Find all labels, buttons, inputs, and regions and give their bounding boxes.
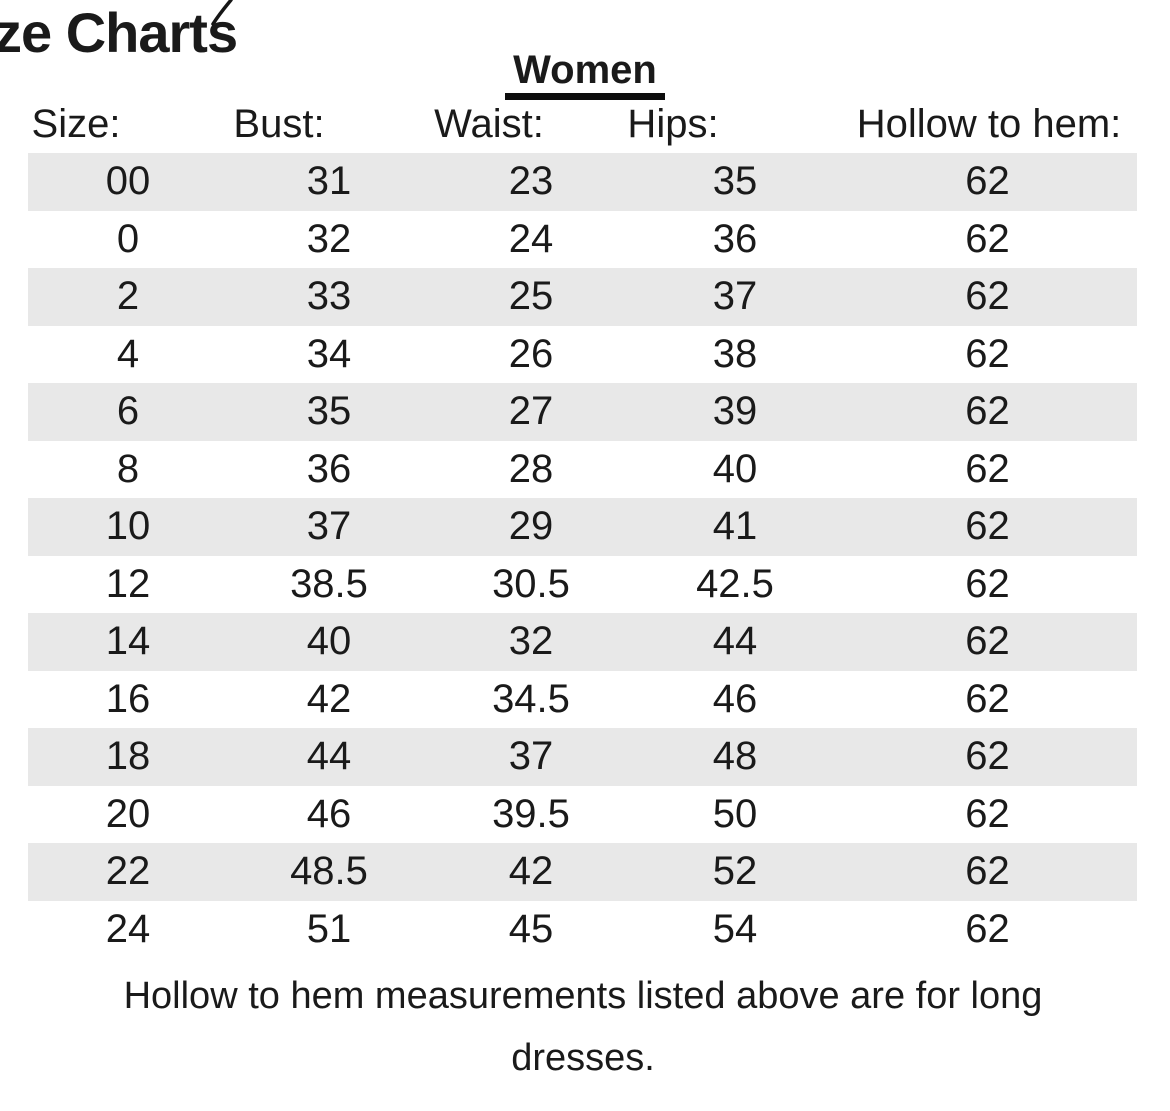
table-row-size-22: 22 48.5 42 52 62 bbox=[28, 843, 1137, 901]
table-cell-hips: 41 bbox=[712, 504, 758, 548]
table-cell-hips: 50 bbox=[712, 791, 758, 836]
table-cell-hips: 36 bbox=[712, 216, 758, 261]
table-row-size-2: 2 33 25 37 62 bbox=[28, 268, 1137, 326]
table-cell-hollow-to-hem: 62 bbox=[965, 676, 1010, 721]
table-cell-bust: 34 bbox=[306, 331, 352, 376]
table-cell-size: 14 bbox=[105, 619, 151, 663]
table-row-size-00: 00 31 23 35 62 bbox=[28, 153, 1137, 211]
table-cell-hollow-to-hem: 62 bbox=[965, 389, 1010, 433]
table-row-size-10: 10 37 29 41 62 bbox=[28, 498, 1137, 556]
table-cell-hollow-to-hem: 62 bbox=[965, 331, 1010, 376]
footer-note-line2: dresses. bbox=[511, 1037, 655, 1079]
table-cell-hollow-to-hem: 62 bbox=[965, 274, 1010, 318]
table-cell-waist: 45 bbox=[508, 906, 554, 951]
table-cell-waist: 23 bbox=[508, 159, 554, 203]
table-cell-hips: 46 bbox=[712, 676, 758, 721]
table-cell-size: 0 bbox=[116, 216, 140, 261]
table-cell-bust: 33 bbox=[306, 274, 352, 318]
table-cell-hips: 52 bbox=[712, 849, 758, 893]
table-cell-hollow-to-hem: 62 bbox=[965, 446, 1010, 491]
table-cell-bust: 37 bbox=[306, 504, 352, 548]
table-cell-waist: 37 bbox=[508, 734, 554, 778]
column-header-hips: Hips: bbox=[627, 102, 719, 146]
table-row-size-6: 6 35 27 39 62 bbox=[28, 383, 1137, 441]
section-heading-wrap: Women bbox=[0, 50, 1170, 100]
table-cell-hips: 42.5 bbox=[696, 561, 774, 606]
table-cell-waist: 42 bbox=[508, 849, 554, 893]
table-cell-hips: 48 bbox=[712, 734, 758, 778]
table-cell-waist: 28 bbox=[508, 446, 554, 491]
women-size-table: 00 31 23 35 62 0 32 24 36 62 2 33 25 37 62 4 34 26 38 62 6 35… bbox=[28, 153, 1137, 958]
table-cell-hollow-to-hem: 62 bbox=[965, 791, 1010, 836]
table-cell-size: 8 bbox=[116, 446, 140, 491]
table-row-size-20: 20 46 39.5 50 62 bbox=[28, 786, 1137, 844]
table-row-size-8: 8 36 28 40 62 bbox=[28, 441, 1137, 499]
table-cell-hips: 35 bbox=[712, 159, 758, 203]
table-cell-hips: 39 bbox=[712, 389, 758, 433]
table-cell-bust: 35 bbox=[306, 389, 352, 433]
table-cell-size: 6 bbox=[116, 389, 140, 433]
table-cell-hollow-to-hem: 62 bbox=[965, 906, 1010, 951]
column-header-bust: Bust: bbox=[233, 102, 325, 146]
table-cell-hollow-to-hem: 62 bbox=[965, 504, 1010, 548]
table-cell-hollow-to-hem: 62 bbox=[965, 216, 1010, 261]
column-header-size: Size: bbox=[31, 102, 121, 146]
table-cell-waist: 29 bbox=[508, 504, 554, 548]
table-cell-size: 20 bbox=[105, 791, 151, 836]
table-row-size-12: 12 38.5 30.5 42.5 62 bbox=[28, 556, 1137, 614]
table-cell-hips: 38 bbox=[712, 331, 758, 376]
table-cell-waist: 34.5 bbox=[492, 676, 570, 721]
table-row-size-24: 24 51 45 54 62 bbox=[28, 901, 1137, 959]
column-header-waist: Waist: bbox=[434, 102, 544, 146]
page-title: ze Charts bbox=[0, 1, 238, 64]
table-cell-bust: 51 bbox=[306, 906, 352, 951]
table-cell-bust: 48.5 bbox=[290, 849, 368, 893]
column-header-hollow-to-hem: Hollow to hem: bbox=[856, 102, 1122, 146]
table-cell-size: 00 bbox=[105, 159, 151, 203]
table-cell-hollow-to-hem: 62 bbox=[965, 619, 1010, 663]
table-cell-hollow-to-hem: 62 bbox=[965, 561, 1010, 606]
section-heading-women: Women bbox=[505, 50, 665, 100]
table-cell-hollow-to-hem: 62 bbox=[965, 734, 1010, 778]
table-cell-size: 4 bbox=[116, 331, 140, 376]
table-cell-waist: 24 bbox=[508, 216, 554, 261]
table-cell-bust: 40 bbox=[306, 619, 352, 663]
table-cell-waist: 30.5 bbox=[492, 561, 570, 606]
table-cell-bust: 38.5 bbox=[290, 561, 368, 606]
table-cell-hips: 44 bbox=[712, 619, 758, 663]
table-cell-bust: 46 bbox=[306, 791, 352, 836]
table-cell-size: 24 bbox=[105, 906, 151, 951]
table-cell-size: 16 bbox=[105, 676, 151, 721]
table-cell-bust: 44 bbox=[306, 734, 352, 778]
table-cell-waist: 26 bbox=[508, 331, 554, 376]
table-row-size-16: 16 42 34.5 46 62 bbox=[28, 671, 1137, 729]
table-cell-waist: 25 bbox=[508, 274, 554, 318]
table-cell-bust: 42 bbox=[306, 676, 352, 721]
table-cell-hollow-to-hem: 62 bbox=[965, 849, 1010, 893]
table-cell-waist: 32 bbox=[508, 619, 554, 663]
table-cell-size: 18 bbox=[105, 734, 151, 778]
table-cell-waist: 27 bbox=[508, 389, 554, 433]
table-cell-size: 12 bbox=[105, 561, 151, 606]
table-row-size-4: 4 34 26 38 62 bbox=[28, 326, 1137, 384]
table-row-size-14: 14 40 32 44 62 bbox=[28, 613, 1137, 671]
pen-stroke-mark bbox=[211, 0, 233, 26]
table-cell-size: 10 bbox=[105, 504, 151, 548]
footer-note-line1: Hollow to hem measurements listed above … bbox=[123, 975, 1043, 1017]
table-cell-hips: 37 bbox=[712, 274, 758, 318]
table-cell-size: 2 bbox=[116, 274, 140, 318]
table-cell-bust: 36 bbox=[306, 446, 352, 491]
table-cell-bust: 31 bbox=[306, 159, 352, 203]
table-cell-hollow-to-hem: 62 bbox=[965, 159, 1010, 203]
table-row-size-0: 0 32 24 36 62 bbox=[28, 211, 1137, 269]
table-row-size-18: 18 44 37 48 62 bbox=[28, 728, 1137, 786]
table-cell-size: 22 bbox=[105, 849, 151, 893]
table-cell-waist: 39.5 bbox=[492, 791, 570, 836]
table-cell-hips: 40 bbox=[712, 446, 758, 491]
table-cell-hips: 54 bbox=[712, 906, 758, 951]
table-cell-bust: 32 bbox=[306, 216, 352, 261]
